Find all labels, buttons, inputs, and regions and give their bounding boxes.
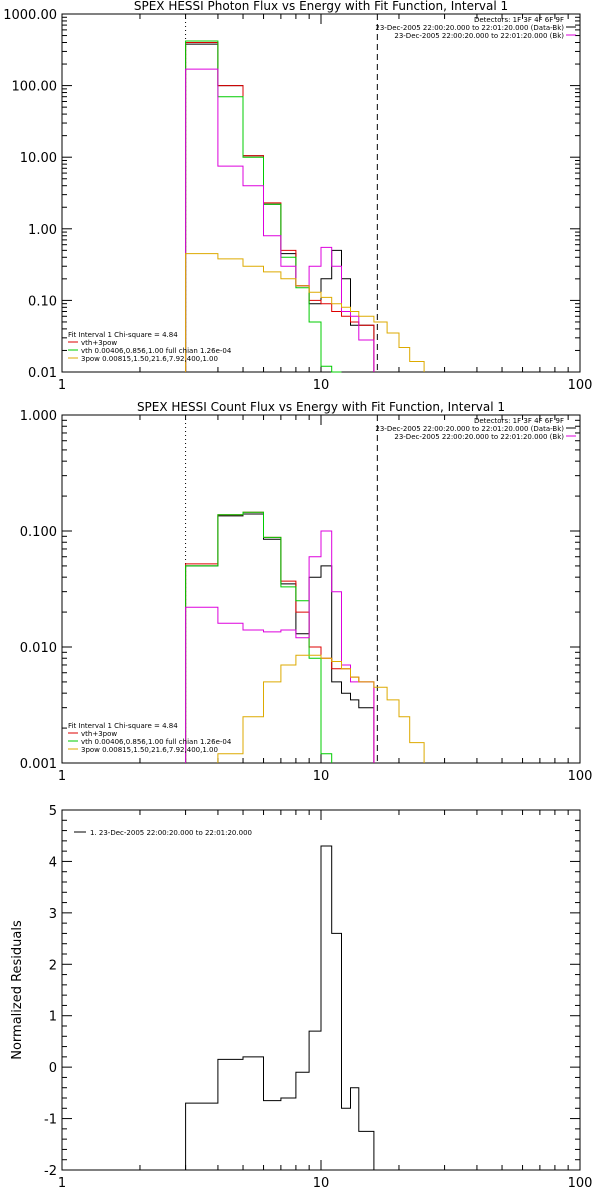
legend-text: Fit Interval 1 Chi-square = 4.84	[68, 722, 178, 730]
legend-text: Detectors: 1F 3F 4F 6F 9F	[474, 16, 564, 24]
x-tick-label: 10	[313, 1176, 330, 1191]
x-tick-label: 100	[568, 1176, 593, 1191]
plot-frame	[61, 13, 581, 373]
series-line-3	[185, 511, 333, 763]
y-tick-label: 3	[49, 907, 57, 922]
y-tick-label: 0.10	[28, 294, 57, 309]
legend-text: vth+3pow	[81, 730, 117, 738]
series-line-4	[185, 530, 375, 763]
chart-panel-1: SPEX HESSI Photon Flux vs Energy with Fi…	[3, 0, 592, 393]
y-tick-label: 1.000	[20, 409, 57, 424]
y-tick-label: 1.00	[28, 223, 57, 238]
legend-text: 3pow 0.00815,1.50,21.6,7.92,400,1.00	[81, 355, 218, 363]
legend-text: vth 0.00406,0.856,1.00 full chian 1.26e-…	[81, 347, 232, 355]
x-tick-label: 100	[568, 378, 593, 393]
y-tick-label: 4	[49, 855, 57, 870]
series-line-5	[185, 253, 425, 372]
series-line-1	[185, 513, 375, 763]
x-tick-label: 10	[313, 378, 330, 393]
y-tick-label: 2	[49, 958, 57, 973]
x-tick-label: 1	[58, 769, 66, 784]
y-axis-label: Normalized Residuals	[10, 920, 25, 1060]
series-line-5	[217, 654, 425, 763]
y-tick-label: 5	[49, 804, 57, 819]
chart-title: SPEX HESSI Count Flux vs Energy with Fit…	[137, 400, 505, 414]
x-tick-label: 1	[58, 1176, 66, 1191]
y-tick-label: 0.010	[20, 641, 57, 656]
y-tick-label: 10.00	[20, 151, 57, 166]
series-line-1	[185, 43, 375, 372]
legend-text: Detectors: 1F 3F 4F 6F 9F	[474, 417, 564, 425]
chart-title: SPEX HESSI Photon Flux vs Energy with Fi…	[134, 0, 508, 13]
y-tick-label: -1	[44, 1113, 57, 1128]
y-tick-label: 1	[49, 1010, 57, 1025]
y-tick-label: 0.01	[28, 366, 57, 381]
legend-text: 1. 23-Dec-2005 22:00:20.000 to 22:01:20.…	[90, 829, 252, 837]
series-line-1	[185, 845, 375, 1170]
y-tick-label: 1000.00	[3, 8, 57, 23]
legend-text: 23-Dec-2005 22:00:20.000 to 22:01:20.000…	[375, 24, 564, 32]
legend-text: 23-Dec-2005 22:00:20.000 to 22:01:20.000…	[375, 425, 564, 433]
y-tick-label: -2	[44, 1164, 57, 1179]
y-tick-label: 100.00	[12, 80, 58, 95]
y-tick-label: 0.100	[20, 525, 57, 540]
legend-text: vth 0.00406,0.856,1.00 full chian 1.26e-…	[81, 738, 232, 746]
series-line-2	[185, 511, 375, 763]
legend-text: Fit Interval 1 Chi-square = 4.84	[68, 331, 178, 339]
legend-text: vth+3pow	[81, 339, 117, 347]
x-tick-label: 1	[58, 378, 66, 393]
series-line-2	[185, 42, 375, 372]
x-tick-label: 10	[313, 769, 330, 784]
legend-text: 23-Dec-2005 22:00:20.000 to 22:01:20.000…	[394, 433, 564, 441]
legend-text: 3pow 0.00815,1.50,21.6,7.92,400,1.00	[81, 746, 218, 754]
legend-text: 23-Dec-2005 22:00:20.000 to 22:01:20.000…	[394, 32, 564, 40]
chart-panel-3: Normalized Residuals 1 10 100 -2 -1 0 1 2 3 4 5 1. 2…	[10, 804, 592, 1191]
chart-panel-2: SPEX HESSI Count Flux vs Energy with Fit…	[20, 400, 593, 784]
series-line-4	[185, 68, 375, 372]
y-tick-label: 0.001	[20, 757, 57, 772]
y-tick-label: 0	[49, 1061, 57, 1076]
x-tick-label: 100	[568, 769, 593, 784]
